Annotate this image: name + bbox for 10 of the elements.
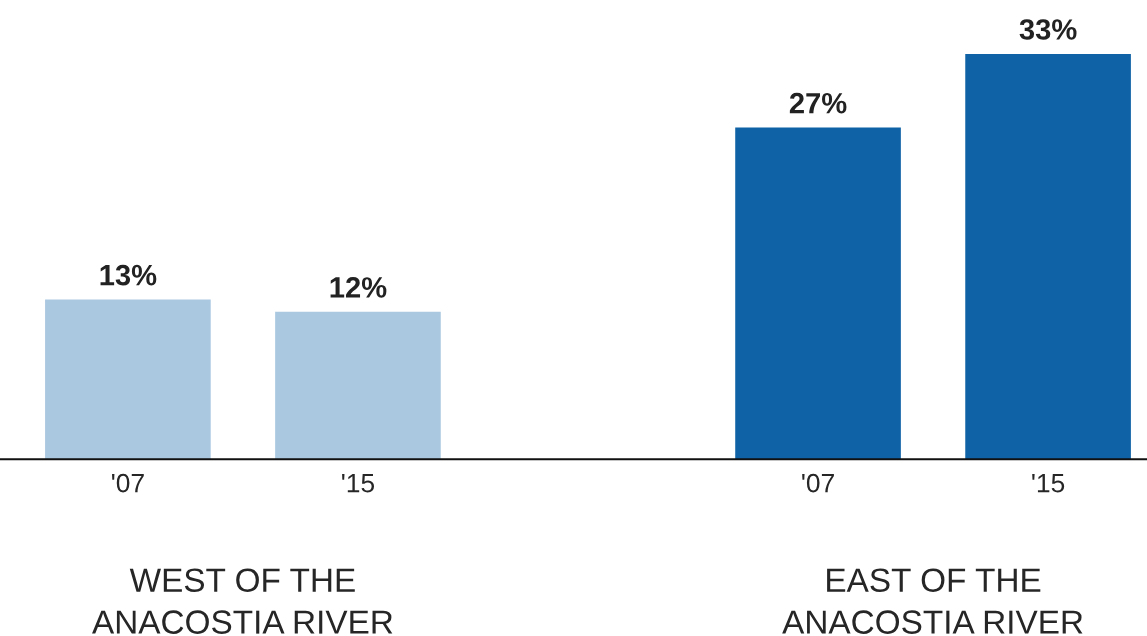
- data-label: 27%: [789, 92, 847, 114]
- x-tick-label: '07: [802, 473, 834, 493]
- data-label: 33%: [1019, 19, 1077, 40]
- x-tick-label: '15: [1032, 474, 1065, 493]
- data-label: 13%: [100, 264, 157, 286]
- text: EAST OF THE ANACOSTIA RIVER: [782, 568, 1083, 634]
- data-label: 12%: [330, 277, 387, 298]
- text: WEST OF THE ANACOSTIA RIVER: [92, 568, 393, 634]
- x-tick-label: '07: [112, 473, 144, 493]
- x-tick-label: '15: [342, 474, 375, 493]
